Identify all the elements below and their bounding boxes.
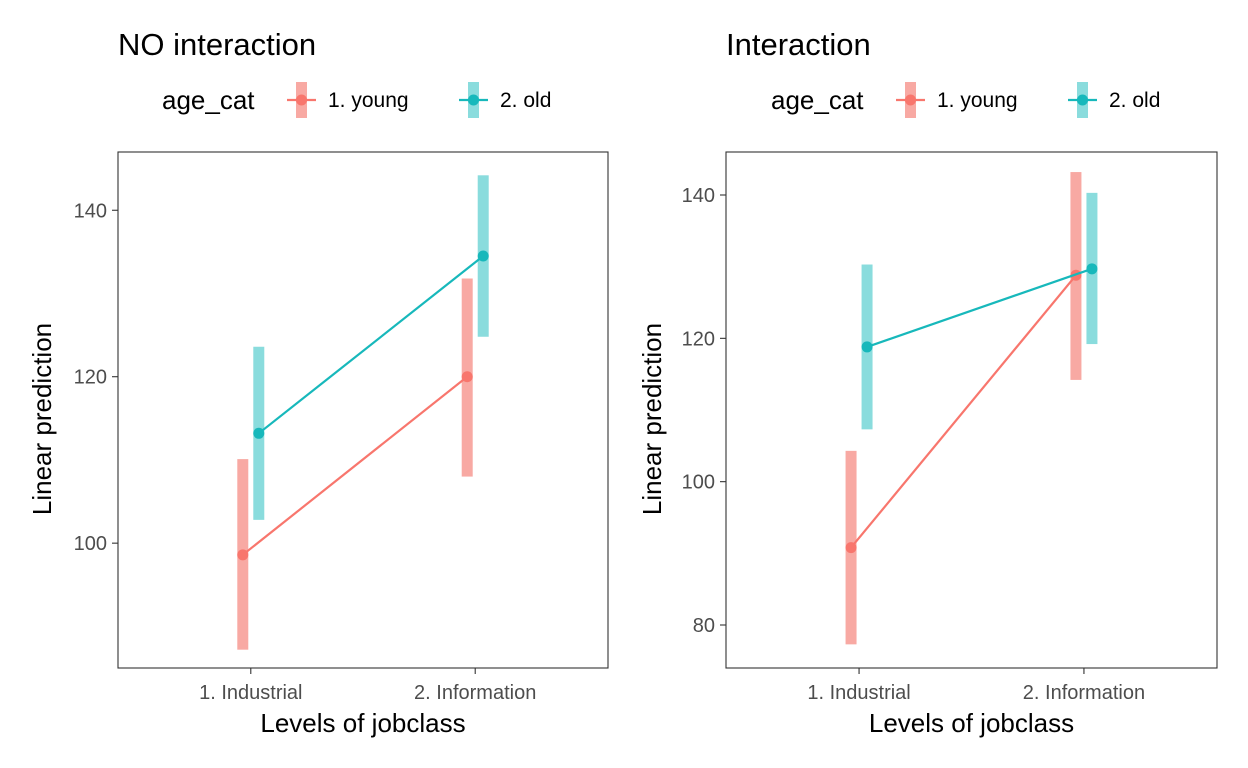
panel-2: Interaction age_cat 1. young 2. old 80 100 120… [637,27,1218,738]
legend-title: age_cat [162,85,255,115]
legend-item: 1. young [896,82,1018,118]
chart-title: NO interaction [118,27,316,62]
y-tick-label: 120 [682,328,715,350]
x-axis-title: Levels of jobclass [260,708,465,738]
legend: age_cat 1. young 2. old [771,82,1160,118]
series-line-2-old [866,267,1093,348]
panel-border [725,151,1218,669]
y-tick-label: 120 [74,367,107,389]
x-tick-label: 1. Industrial [807,682,910,704]
legend-key-point [296,94,307,106]
x-tick-label: 2. Information [1023,682,1145,704]
data-point-2-old [861,341,873,353]
legend: age_cat 1. young 2. old [162,82,551,118]
series-line-1-young [242,375,468,556]
legend-key-point [1077,94,1088,106]
legend-key-point [468,94,479,106]
legend-title: age_cat [771,85,864,115]
data-point-2-old [1086,263,1098,275]
panel-1: NO interaction age_cat 1. young 2. old 100 12… [27,27,609,738]
legend-key-point [905,94,916,106]
y-tick-label: 80 [693,615,715,637]
y-tick-label: 100 [682,472,715,494]
legend-item: 2. old [459,82,551,118]
x-tick-label: 2. Information [414,682,536,704]
legend-item: 2. old [1068,82,1160,118]
legend-label: 2. old [1109,89,1160,112]
legend-label: 1. young [937,89,1018,112]
x-tick-label: 1. Industrial [199,682,302,704]
data-point-1-young [461,371,473,383]
y-tick-label: 100 [74,533,107,555]
y-tick-label: 140 [74,200,107,222]
panel-border [117,151,609,669]
series-line-2-old [258,255,484,435]
chart-title: Interaction [726,27,871,62]
legend-label: 2. old [500,89,551,112]
y-axis-title: Linear prediction [27,323,57,515]
y-axis-title: Linear prediction [637,323,667,515]
y-tick-label: 140 [682,185,715,207]
series-line-1-young [850,274,1077,549]
data-point-2-old [477,250,489,262]
legend-label: 1. young [328,89,409,112]
legend-item: 1. young [287,82,409,118]
data-point-1-young [845,542,857,554]
data-point-2-old [253,427,265,439]
x-axis-title: Levels of jobclass [869,708,1074,738]
data-point-1-young [237,549,249,561]
